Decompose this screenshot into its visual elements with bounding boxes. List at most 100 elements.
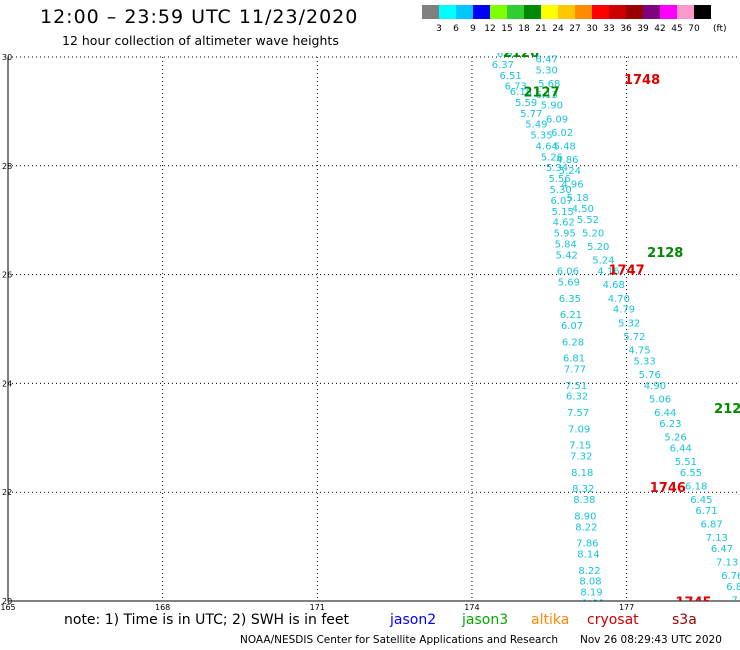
legend-label: 70 <box>688 24 700 34</box>
swh-value: 5.30 <box>549 185 571 196</box>
swh-value: 5.84 <box>555 239 577 250</box>
swh-value: 5.48 <box>554 141 576 152</box>
swh-value: 4.68 <box>603 280 625 291</box>
swh-value: 5.69 <box>558 277 580 288</box>
pass-label: 1745 <box>676 595 712 610</box>
swh-value: 6.07 <box>561 321 583 332</box>
swh-value: 5.26 <box>664 433 686 444</box>
mission-jason3: jason3 <box>462 612 509 628</box>
swh-value: 7.86 <box>576 539 598 550</box>
legend-label: 39 <box>637 24 649 34</box>
legend-label: 27 <box>569 24 581 34</box>
swh-value: 8.22 <box>575 522 597 533</box>
lon-tick-label: 168 <box>155 603 170 612</box>
legend-label: 42 <box>654 24 666 34</box>
swh-value: 5.35 <box>530 131 552 142</box>
swh-value: 5.24 <box>559 166 581 177</box>
pass-label: 2126 <box>503 46 539 61</box>
swh-value: 7.51 <box>565 381 587 392</box>
swh-value: 5.52 <box>577 215 599 226</box>
lon-tick-label: 165 <box>0 603 15 612</box>
swh-value: 5.26 <box>541 152 563 163</box>
swh-value: 6.97 <box>497 49 519 60</box>
legend-label: 30 <box>586 24 598 34</box>
lon-tick-label: 177 <box>619 603 634 612</box>
swh-value: 5.20 <box>587 242 609 253</box>
swh-value: 6.44 <box>654 408 676 419</box>
swh-value: 7.13 <box>706 533 728 544</box>
swh-value: 6.76 <box>721 571 740 582</box>
page-title: 12:00 – 23:59 UTC 11/23/2020 <box>40 6 359 28</box>
swh-value: 4.70 <box>608 294 630 305</box>
footer-credit: NOAA/NESDIS Center for Satellite Applica… <box>240 634 558 646</box>
lon-tick-label: 174 <box>464 603 479 612</box>
swh-value: 8.14 <box>577 549 599 560</box>
lat-tick-label: 20 <box>2 597 12 606</box>
swh-value: 5.20 <box>582 229 604 240</box>
swh-value: 6.55 <box>680 468 702 479</box>
swh-value: 6.47 <box>711 544 733 555</box>
swh-value: 5.49 <box>525 120 547 131</box>
swh-value: 7.32 <box>570 452 592 463</box>
legend-swatch <box>439 5 456 19</box>
swh-value: 5.95 <box>554 229 576 240</box>
legend-swatch <box>507 5 524 19</box>
swh-value: 5.18 <box>566 193 588 204</box>
legend-swatch <box>490 5 507 19</box>
swh-value: 7.09 <box>568 424 590 435</box>
swh-value: 6.73 <box>505 82 527 93</box>
swh-value: 7.77 <box>564 365 586 376</box>
swh-value: 4.62 <box>553 218 575 229</box>
swh-value: 6.28 <box>562 337 584 348</box>
footer-timestamp: Nov 26 08:29:43 UTC 2020 <box>580 634 722 646</box>
legend-swatch <box>677 5 694 19</box>
legend-label: 9 <box>470 24 476 34</box>
legend-swatch <box>660 5 677 19</box>
swh-value: 6.87 <box>701 520 723 531</box>
legend-swatch <box>626 5 643 19</box>
swh-value: 4.50 <box>572 204 594 215</box>
swh-value: 8.22 <box>578 566 600 577</box>
swh-value: 6.66 <box>737 607 740 618</box>
mission-jason2: jason2 <box>390 612 437 628</box>
swh-value: 8.18 <box>571 468 593 479</box>
swh-value: 5.06 <box>649 394 671 405</box>
swh-value: 6.13 <box>536 90 558 101</box>
swh-value: 4.64 <box>536 141 558 152</box>
swh-value: 6.09 <box>546 114 568 125</box>
swh-value: 6.21 <box>560 310 582 321</box>
lat-tick-label: 28 <box>2 162 12 171</box>
footer-note: note: 1) Time is in UTC; 2) SWH is in fe… <box>64 612 350 628</box>
legend-swatch <box>643 5 660 19</box>
swh-value: 8.38 <box>573 495 595 506</box>
lat-tick-label: 26 <box>2 271 12 280</box>
swh-value: 5.33 <box>634 356 656 367</box>
swh-value: 5.77 <box>520 109 542 120</box>
legend-label: 45 <box>671 24 683 34</box>
legend-label: 15 <box>501 24 513 34</box>
swh-value: 6.18 <box>510 87 532 98</box>
swh-value: 5.76 <box>639 370 661 381</box>
swh-value: 4.79 <box>613 305 635 316</box>
swh-value: 4.96 <box>561 180 583 191</box>
swh-value: 6.89 <box>726 582 740 593</box>
lat-tick-label: 24 <box>2 379 12 388</box>
legend-label: 18 <box>518 24 530 34</box>
legend-swatch <box>575 5 592 19</box>
pass-label: 1747 <box>608 264 644 279</box>
swh-value: 6.02 <box>551 128 573 139</box>
pass-label: 1748 <box>624 73 660 88</box>
swh-value: 5.30 <box>536 65 558 76</box>
legend-swatch <box>558 5 575 19</box>
swh-value: 5.51 <box>675 457 697 468</box>
swh-value: 5.24 <box>592 256 614 267</box>
legend-label: 21 <box>535 24 547 34</box>
lat-tick-label: 22 <box>2 488 12 497</box>
legend-swatch <box>473 5 490 19</box>
legend-unit: (ft) <box>713 24 727 34</box>
legend-swatch <box>609 5 626 19</box>
swh-value: 4.86 <box>556 155 578 166</box>
legend-swatch <box>422 5 439 19</box>
swh-value: 8.19 <box>580 588 602 599</box>
